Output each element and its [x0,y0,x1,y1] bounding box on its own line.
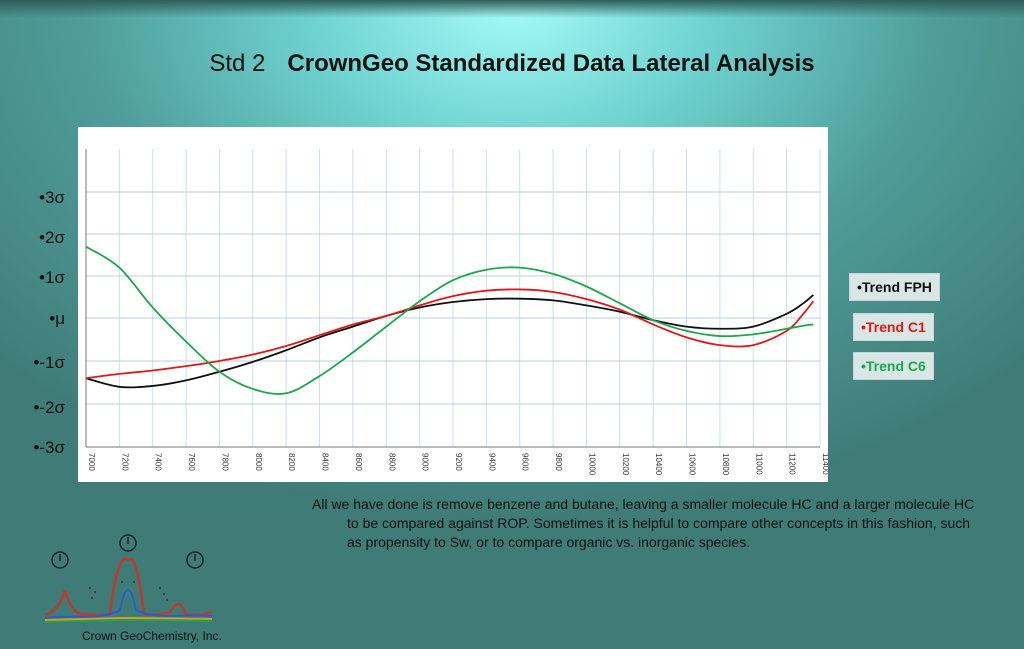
x-tick-label-7600: 7600 [187,453,196,471]
x-tick-label-11000: 11000 [754,453,763,475]
x-tick-label-8200: 8200 [287,453,296,471]
x-tick-label-10800: 10800 [721,453,730,476]
series-line-trend-fph [85,294,814,389]
caption-text: All we have done is remove benzene and b… [312,496,975,550]
x-tick-label-10600: 10600 [688,453,697,476]
sigma-label-mu: •μ [49,309,65,328]
sigma-label-neg3: •-3σ [33,438,65,457]
crown-geochemistry-logo [44,534,213,623]
series-line-trend-c1 [85,288,815,380]
x-tick-label-8000: 8000 [254,453,263,471]
sigma-label-3: •3σ [39,188,65,207]
x-tick-label-11200: 11200 [788,453,797,475]
x-tick-label-10200: 10200 [621,453,630,476]
slide-title: Std 2 CrownGeo Standardized Data Lateral … [0,50,1024,78]
title-prefix: Std 2 [209,50,266,77]
x-tick-labels: 7000 7200 7400 7600 7800 8000 8200 8400 8600 8800… [87,453,830,476]
company-name: Crown GeoChemistry, Inc. [82,629,222,643]
x-tick-label-9600: 9600 [521,453,530,471]
series-lines [85,245,815,395]
x-tick-label-10400: 10400 [654,453,663,476]
x-tick-label-8600: 8600 [354,453,363,471]
x-tick-label-8800: 8800 [387,453,396,471]
sigma-label-neg1: •-1σ [33,353,65,372]
x-tick-label-9000: 9000 [421,453,430,471]
x-tick-label-9200: 9200 [454,453,463,471]
legend-trend-c1: •Trend C1 [853,313,934,341]
sigma-label-neg2: •-2σ [33,398,65,417]
legend-trend-fph: •Trend FPH [849,273,940,301]
sigma-label-1: •1σ [39,268,65,287]
x-tick-label-9800: 9800 [554,453,563,471]
x-tick-label-9400: 9400 [487,453,496,471]
title-main: CrownGeo Standardized Data Lateral Analy… [287,50,815,77]
x-tick-label-7800: 7800 [220,453,229,471]
x-tick-label-11400: 11400 [821,453,828,475]
legend-trend-c6: •Trend C6 [853,352,934,380]
series-line-trend-c6 [85,245,814,395]
vertical-gridlines [85,149,821,447]
top-band [0,0,1024,18]
x-tick-label-8400: 8400 [321,453,330,471]
trend-chart: 7000 7200 7400 7600 7800 8000 8200 8400 8600 8800… [85,149,830,476]
x-tick-label-7000: 7000 [87,453,96,471]
x-tick-label-10000: 10000 [587,453,596,476]
sigma-label-2: •2σ [39,228,65,247]
x-tick-label-7400: 7400 [154,453,163,471]
x-tick-label-7200: 7200 [120,453,129,471]
chart-panel: 7000 7200 7400 7600 7800 8000 8200 8400 8600 8800… [78,127,830,482]
axes [85,149,820,448]
